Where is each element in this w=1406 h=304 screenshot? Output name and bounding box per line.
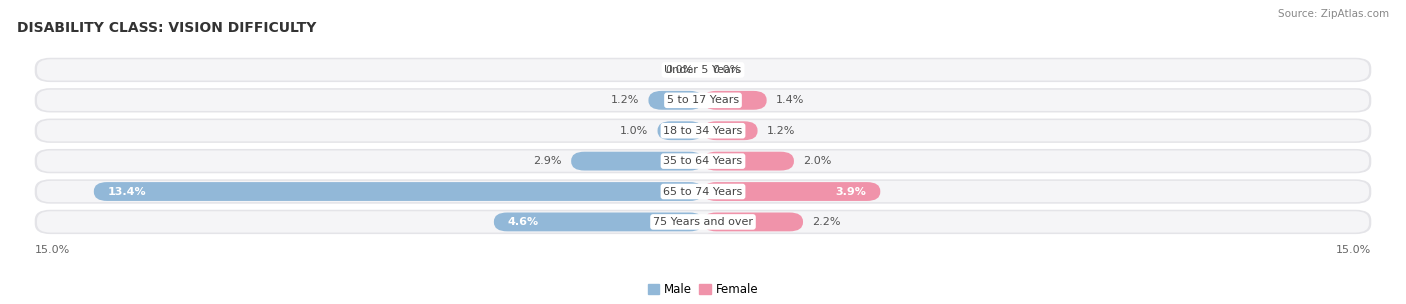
FancyBboxPatch shape [648,91,703,110]
Text: DISABILITY CLASS: VISION DIFFICULTY: DISABILITY CLASS: VISION DIFFICULTY [17,21,316,35]
Text: 35 to 64 Years: 35 to 64 Years [664,156,742,166]
FancyBboxPatch shape [35,88,1371,112]
Text: 1.2%: 1.2% [612,95,640,105]
Text: 0.0%: 0.0% [711,65,741,75]
Text: 15.0%: 15.0% [35,245,70,255]
FancyBboxPatch shape [35,119,1371,143]
FancyBboxPatch shape [703,152,794,171]
Text: Source: ZipAtlas.com: Source: ZipAtlas.com [1278,9,1389,19]
Text: 65 to 74 Years: 65 to 74 Years [664,187,742,196]
FancyBboxPatch shape [703,212,803,231]
FancyBboxPatch shape [571,152,703,171]
Text: 3.9%: 3.9% [835,187,866,196]
FancyBboxPatch shape [37,90,1369,111]
FancyBboxPatch shape [37,120,1369,141]
FancyBboxPatch shape [35,149,1371,173]
FancyBboxPatch shape [494,212,703,231]
FancyBboxPatch shape [94,182,703,201]
FancyBboxPatch shape [37,181,1369,202]
FancyBboxPatch shape [703,121,758,140]
Text: 2.0%: 2.0% [803,156,831,166]
Text: 2.2%: 2.2% [813,217,841,227]
Text: 2.9%: 2.9% [533,156,562,166]
Text: 4.6%: 4.6% [508,217,538,227]
Text: 13.4%: 13.4% [107,187,146,196]
FancyBboxPatch shape [658,121,703,140]
FancyBboxPatch shape [703,182,880,201]
FancyBboxPatch shape [37,59,1369,81]
Text: 18 to 34 Years: 18 to 34 Years [664,126,742,136]
Text: 1.4%: 1.4% [776,95,804,105]
Text: 1.2%: 1.2% [766,126,794,136]
FancyBboxPatch shape [37,150,1369,172]
Legend: Male, Female: Male, Female [643,278,763,301]
FancyBboxPatch shape [35,58,1371,82]
FancyBboxPatch shape [37,211,1369,233]
FancyBboxPatch shape [35,179,1371,204]
FancyBboxPatch shape [703,91,766,110]
Text: 5 to 17 Years: 5 to 17 Years [666,95,740,105]
Text: Under 5 Years: Under 5 Years [665,65,741,75]
FancyBboxPatch shape [35,210,1371,234]
Text: 15.0%: 15.0% [1336,245,1371,255]
Text: 1.0%: 1.0% [620,126,648,136]
Text: 75 Years and over: 75 Years and over [652,217,754,227]
Text: 0.0%: 0.0% [665,65,695,75]
